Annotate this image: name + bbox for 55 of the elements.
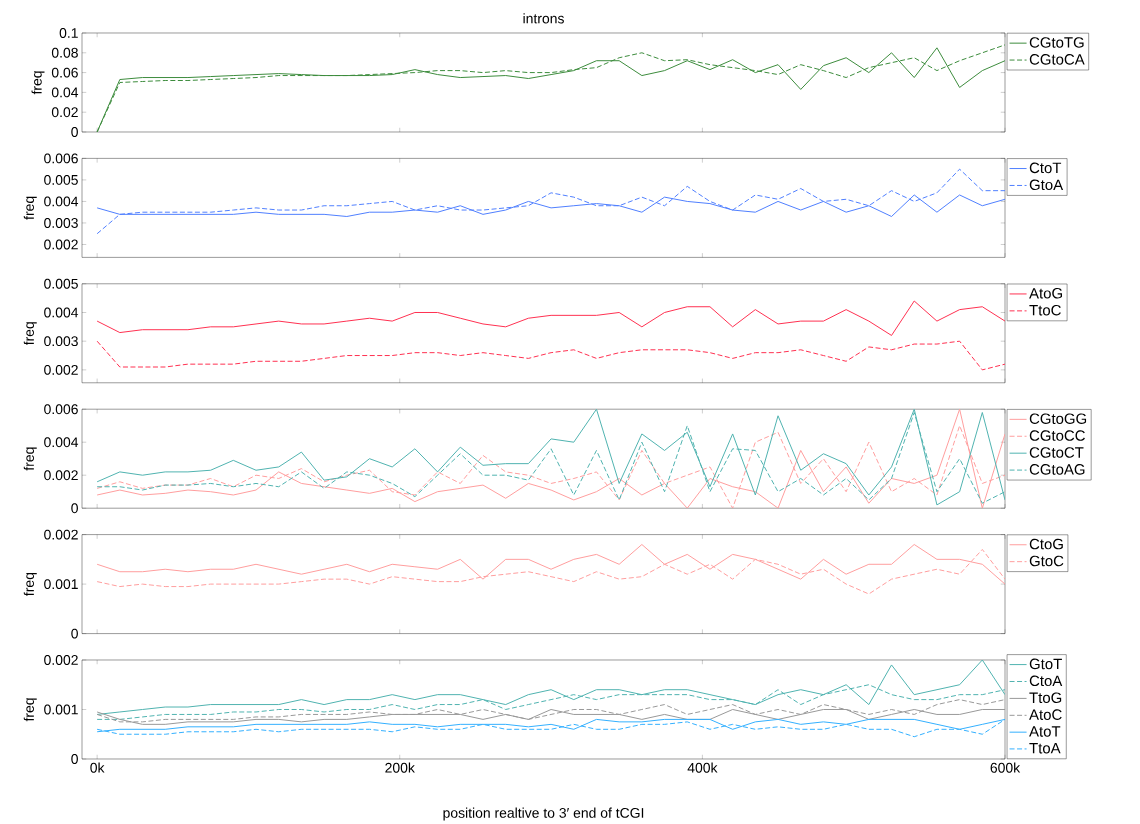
y-tick-label: 0 (71, 503, 78, 514)
y-tick-label: 0 (71, 628, 78, 639)
y-tick-label: 0.08 (51, 47, 78, 58)
legend-label: CGtoCA (1029, 54, 1085, 65)
y-tick-label: 0.004 (44, 437, 79, 448)
y-tick-label: 0.003 (44, 218, 78, 228)
y-tick-label: 0.006 (44, 404, 78, 415)
x-tick-label: 600k (990, 762, 1021, 773)
legend-label: CtoA (1029, 675, 1063, 687)
y-tick-label: 0.002 (44, 239, 78, 250)
y-tick-label: 0.004 (44, 307, 79, 318)
legend-label: GtoT (1029, 658, 1062, 670)
legend-label: GtoA (1029, 179, 1064, 191)
legend-label: CGtoAG (1029, 464, 1085, 475)
legend-label: GtoC (1029, 555, 1064, 567)
legend-label: CGtoCC (1029, 430, 1085, 441)
legend-label: TtoC (1029, 304, 1061, 316)
y-tick-label: 0.005 (44, 174, 78, 185)
y-axis-title: freq (23, 447, 37, 471)
y-tick-label: 0.001 (44, 704, 78, 715)
y-tick-label: 0.002 (44, 364, 78, 375)
y-tick-label: 0.04 (51, 87, 79, 98)
y-tick-label: 0 (71, 754, 78, 764)
legend-label: TtoA (1029, 743, 1061, 754)
y-axis-title: freq (23, 698, 37, 722)
x-tick-label: 200k (385, 762, 415, 773)
y-tick-label: 0.006 (44, 153, 78, 164)
y-tick-label: 0.001 (44, 579, 78, 590)
y-tick-label: 0.002 (44, 655, 78, 665)
legend-label: CGtoTG (1029, 37, 1084, 48)
legend-label: AtoC (1029, 709, 1062, 720)
x-axis-title: position realtive to 3′ end of tCGI (443, 807, 644, 821)
y-tick-label: 0.004 (44, 196, 79, 207)
y-tick-label: 0.005 (44, 278, 78, 289)
legend-label: TtoG (1029, 692, 1062, 704)
chart-title: introns (523, 13, 564, 24)
legend-label: AtoT (1029, 726, 1061, 737)
legend-label: CtoG (1029, 538, 1063, 550)
y-tick-label: 0.003 (44, 336, 78, 347)
y-axis-title: freq (31, 71, 45, 95)
y-axis-title: freq (23, 572, 37, 596)
legend-label: CGtoGG (1029, 413, 1087, 424)
y-tick-label: 0 (71, 127, 78, 137)
y-tick-label: 0.06 (51, 67, 78, 78)
y-tick-label: 0.002 (44, 529, 78, 540)
legend-label: AtoG (1029, 288, 1062, 299)
y-axis-title: freq (23, 196, 37, 220)
legend-label: CGtoCT (1029, 447, 1084, 458)
x-tick-label: 0k (90, 762, 105, 773)
y-axis-title: freq (23, 322, 37, 346)
y-tick-label: 0.02 (51, 107, 78, 118)
x-tick-label: 400k (687, 762, 718, 773)
y-tick-label: 0.002 (44, 470, 78, 481)
y-tick-label: 0.1 (59, 28, 78, 38)
legend-label: CtoT (1029, 162, 1062, 174)
